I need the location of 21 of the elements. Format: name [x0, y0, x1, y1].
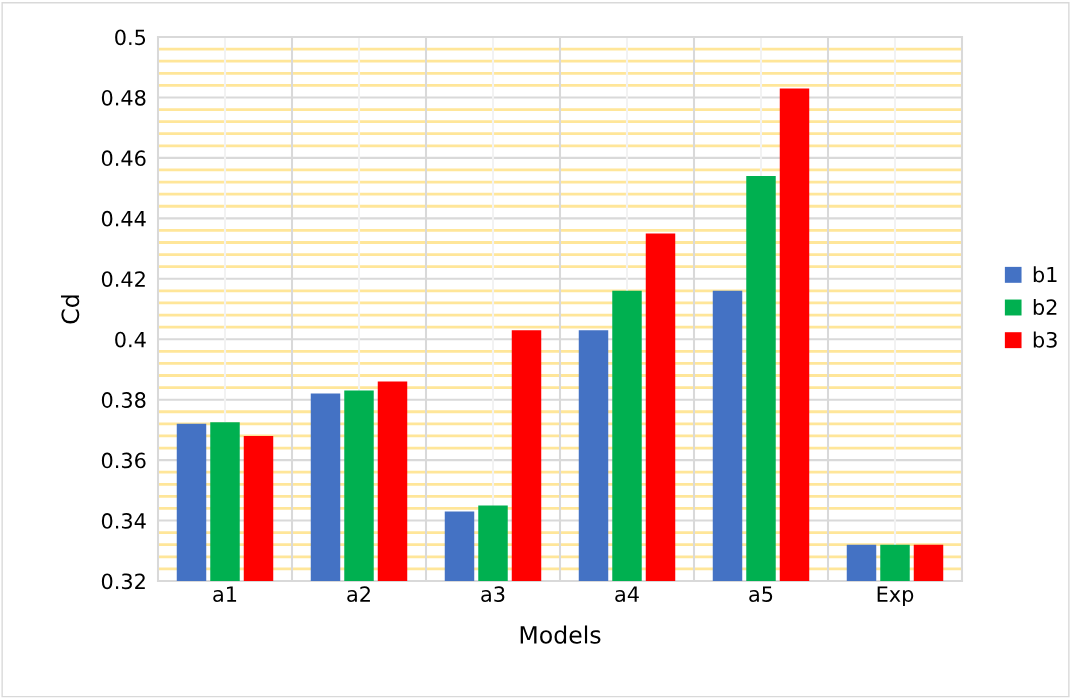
legend-label: b2 — [1033, 298, 1057, 316]
legend-label: b3 — [1033, 331, 1057, 348]
x-tick-label: a3 — [481, 586, 505, 602]
y-tick-label: 0.36 — [101, 452, 146, 469]
x-tick-label: a2 — [347, 586, 370, 602]
x-tick-label: a5 — [749, 586, 773, 602]
legend-label: b1 — [1033, 266, 1057, 283]
y-tick-label: 0.42 — [101, 271, 145, 287]
y-tick-label: 0.44 — [101, 210, 146, 227]
y-tick-label: 0.48 — [101, 89, 146, 106]
y-tick-label: 0.34 — [101, 513, 146, 529]
x-tick-label: a4 — [615, 586, 639, 602]
y-tick-label: 0.4 — [115, 331, 146, 348]
x-tick-label: Exp — [877, 586, 914, 607]
y-tick-label: 0.38 — [101, 392, 146, 408]
y-tick-label: 0.32 — [101, 573, 145, 590]
y-tick-label: 0.5 — [115, 29, 146, 46]
y-axis-title: Cd — [60, 295, 80, 324]
x-axis-title: Models — [520, 625, 601, 644]
y-tick-label: 0.46 — [101, 150, 146, 167]
x-tick-label: a1 — [213, 586, 237, 602]
